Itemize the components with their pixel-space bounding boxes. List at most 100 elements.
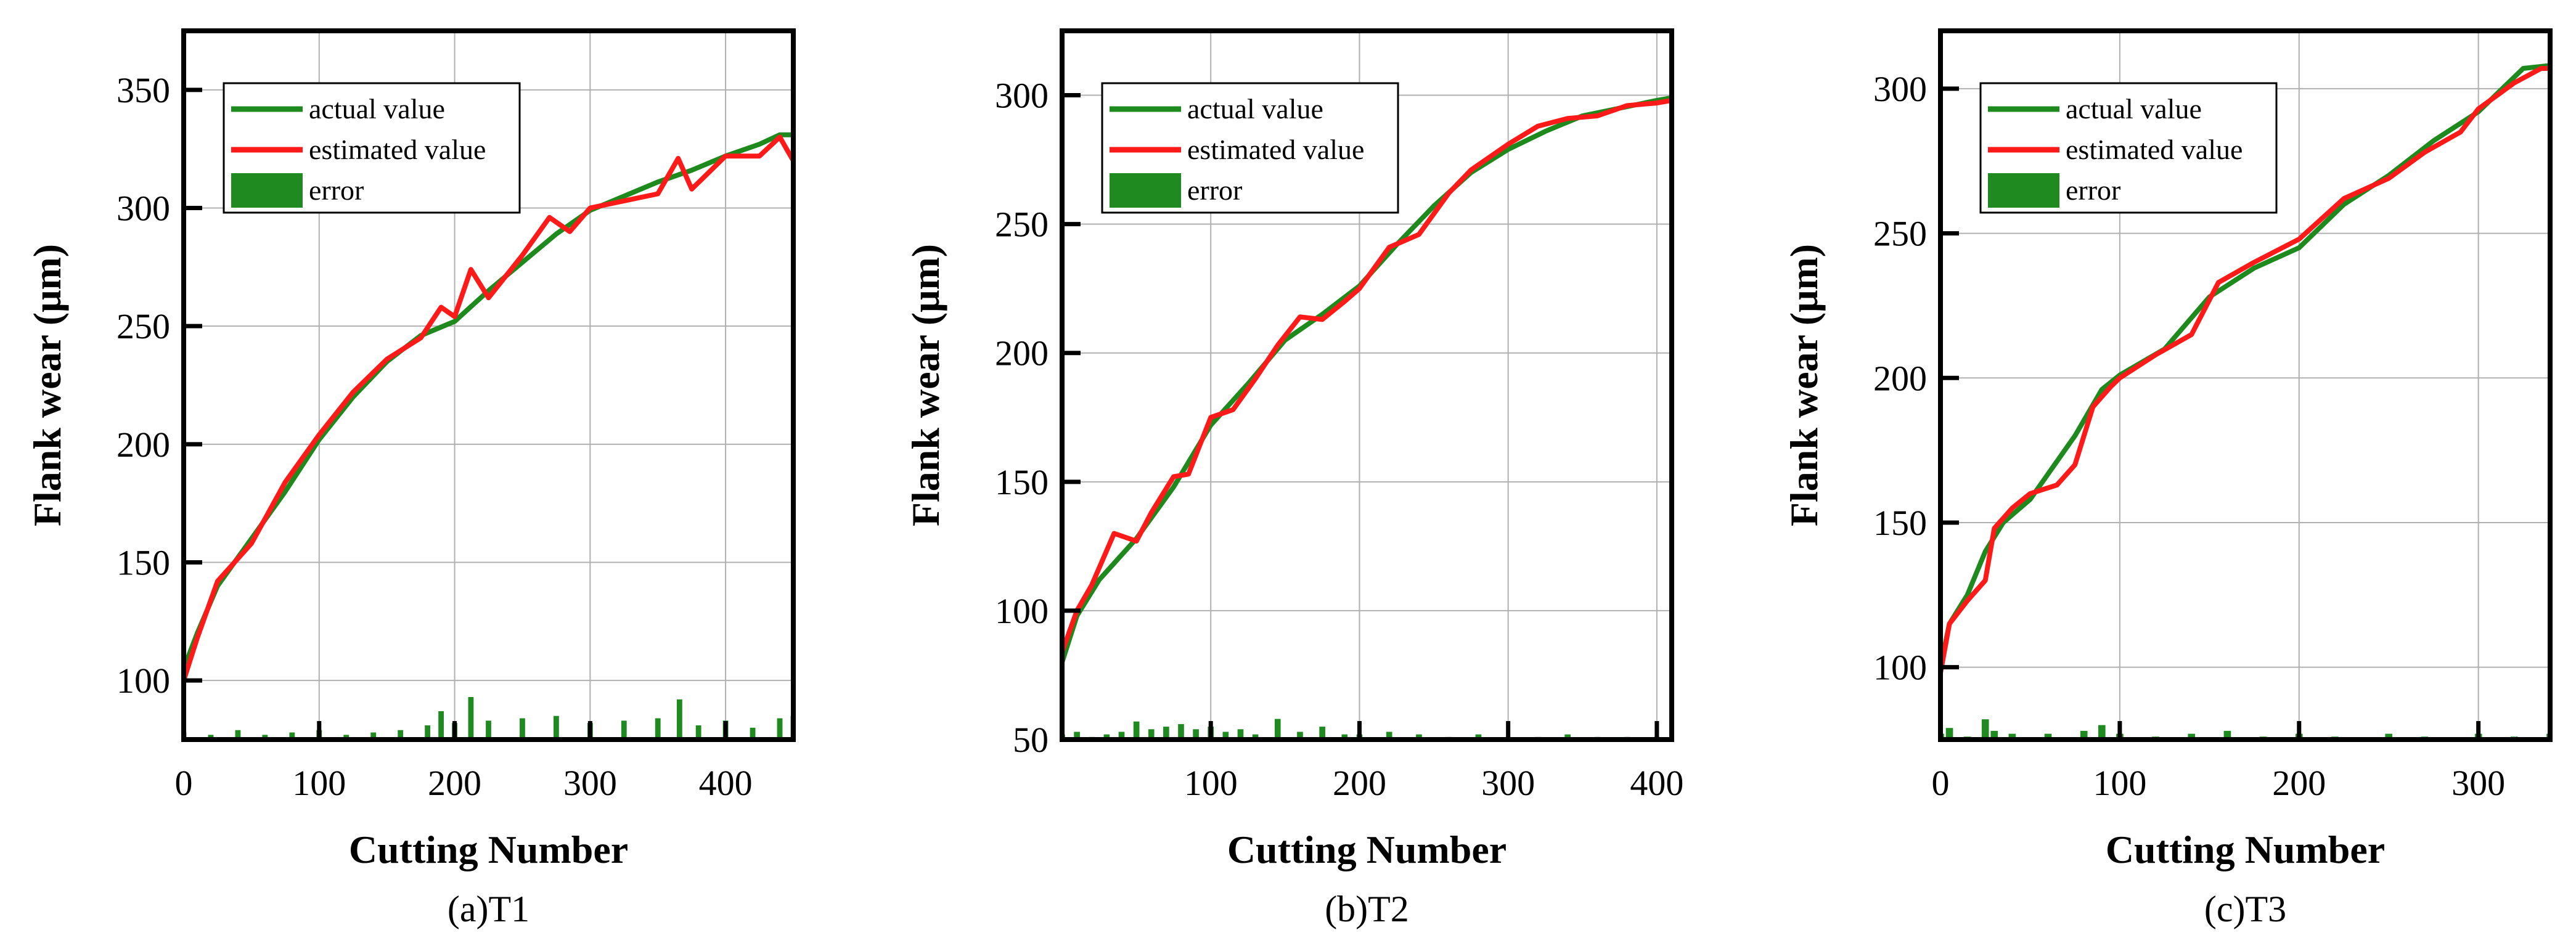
- y-tick-label: 200: [995, 333, 1049, 373]
- error-bar: [468, 697, 474, 740]
- x-axis-title: Cutting Number: [2106, 828, 2385, 871]
- error-bar: [2080, 730, 2088, 740]
- error-bar: [777, 718, 783, 740]
- axis-frame: [181, 28, 796, 742]
- error-bar: [1148, 729, 1155, 740]
- legend-label: actual value: [309, 93, 445, 124]
- error-bar: [2223, 730, 2231, 740]
- legend-swatch-error: [1988, 173, 2059, 208]
- error-bar: [1274, 719, 1281, 740]
- error-bar: [1178, 724, 1184, 740]
- panel-caption: (c)T3: [2204, 889, 2286, 929]
- y-tick-label: 250: [117, 306, 170, 346]
- axis-frame: [1938, 28, 2553, 742]
- x-tick-label: 300: [563, 763, 617, 803]
- error-bar: [1416, 734, 1422, 740]
- error-bar: [486, 720, 491, 740]
- panel-b: 100 200 300 400 50 100 150 200 250 300 Cutting Num…: [904, 28, 1683, 929]
- error-bar: [1133, 721, 1140, 740]
- legend-label: actual value: [2066, 93, 2202, 124]
- error-bar: [425, 725, 430, 740]
- error-bar: [1163, 727, 1169, 740]
- x-tick-label: 0: [1932, 763, 1950, 803]
- legend-label: estimated value: [2066, 134, 2243, 165]
- plot-area: [1062, 95, 1672, 740]
- error-bar: [1341, 734, 1348, 740]
- error-bar: [1981, 719, 1989, 740]
- error-bar: [1990, 730, 1998, 740]
- y-tick-label: 250: [995, 205, 1049, 245]
- error-bar: [676, 699, 682, 740]
- legend-swatch-error: [231, 173, 303, 208]
- x-tick-label: 100: [2093, 763, 2146, 803]
- x-axis-title: Cutting Number: [349, 828, 628, 871]
- error-bar: [1386, 732, 1392, 740]
- panel-a: 0 100 200 300 400 100 150 200 250 300 350 Cutting N…: [25, 28, 796, 929]
- error-bar: [655, 718, 661, 740]
- error-bar: [695, 725, 701, 740]
- estimated-value-line: [1062, 97, 1672, 654]
- error-bar: [2098, 725, 2106, 740]
- x-axis-title: Cutting Number: [1227, 828, 1507, 871]
- y-tick-label: 200: [1873, 358, 1927, 398]
- error-bar: [621, 720, 627, 740]
- x-tick-label: 0: [175, 763, 193, 803]
- error-bar: [1319, 727, 1325, 740]
- legend: actual value estimated value error: [1101, 82, 1399, 214]
- error-bar: [235, 730, 241, 740]
- x-tick-label: 200: [1333, 763, 1386, 803]
- legend: actual value estimated value error: [223, 82, 521, 214]
- error-bar: [1475, 734, 1482, 740]
- error-bar: [1193, 729, 1199, 740]
- axis-frame: [1060, 28, 1674, 742]
- x-tick-label: 200: [2272, 763, 2326, 803]
- error-bar: [1564, 734, 1571, 740]
- legend-label: estimated value: [309, 134, 486, 165]
- y-tick-label: 100: [995, 591, 1049, 631]
- legend-label: actual value: [1187, 93, 1323, 124]
- y-tick-label: 50: [1013, 720, 1049, 760]
- y-tick-label: 300: [995, 76, 1049, 116]
- y-axis-title: Flank wear (μm): [25, 244, 69, 526]
- y-tick-label: 200: [117, 425, 170, 465]
- error-bar: [289, 732, 295, 740]
- x-tick-label: 100: [1184, 763, 1238, 803]
- panel-c: 0 100 200 300 100 150 200 250 300 Cutting Number F…: [1782, 28, 2553, 929]
- error-bar: [1222, 732, 1229, 740]
- y-tick-label: 250: [1873, 214, 1927, 254]
- legend-label: error: [1187, 174, 1242, 206]
- estimated-value-line: [1940, 66, 2550, 675]
- error-bar: [2044, 733, 2052, 740]
- x-tick-label: 200: [428, 763, 481, 803]
- actual-value-line: [184, 132, 793, 671]
- legend: actual value estimated value error: [1979, 82, 2278, 214]
- error-bar: [370, 732, 377, 740]
- error-bar: [520, 718, 525, 740]
- error-bar: [1074, 732, 1080, 740]
- error-bar: [398, 730, 404, 740]
- error-bar: [1945, 728, 1953, 740]
- y-axis-title: Flank wear (μm): [1782, 244, 1826, 526]
- legend-label: error: [309, 174, 364, 206]
- x-tick-label: 300: [2451, 763, 2505, 803]
- plot-area: [184, 132, 793, 740]
- error-bar: [1118, 732, 1125, 740]
- x-tick-label: 100: [292, 763, 346, 803]
- error-bar: [750, 727, 756, 740]
- error-bar: [2008, 733, 2016, 740]
- error-bar: [1297, 732, 1303, 740]
- y-tick-label: 100: [117, 661, 170, 701]
- y-tick-label: 150: [1873, 503, 1927, 543]
- error-bar: [438, 711, 444, 740]
- y-tick-label: 150: [117, 543, 170, 583]
- error-bar: [2188, 733, 2196, 740]
- legend-label: estimated value: [1187, 134, 1364, 165]
- panel-caption: (b)T2: [1325, 889, 1409, 929]
- x-tick-label: 400: [699, 763, 753, 803]
- y-tick-label: 300: [1873, 69, 1927, 109]
- error-bar: [1103, 734, 1110, 740]
- error-bar: [2385, 733, 2393, 740]
- x-tick-label: 300: [1481, 763, 1535, 803]
- y-tick-label: 150: [995, 462, 1049, 502]
